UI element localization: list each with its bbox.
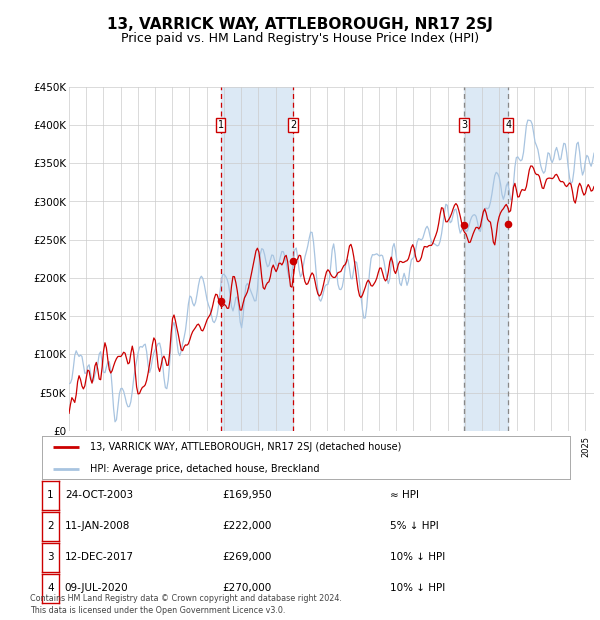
Text: ≈ HPI: ≈ HPI [390,490,419,500]
Text: 11-JAN-2008: 11-JAN-2008 [65,521,130,531]
Text: 13, VARRICK WAY, ATTLEBOROUGH, NR17 2SJ: 13, VARRICK WAY, ATTLEBOROUGH, NR17 2SJ [107,17,493,32]
Text: Contains HM Land Registry data © Crown copyright and database right 2024.
This d: Contains HM Land Registry data © Crown c… [30,594,342,615]
Text: HPI: Average price, detached house, Breckland: HPI: Average price, detached house, Brec… [89,464,319,474]
Text: 10% ↓ HPI: 10% ↓ HPI [390,552,445,562]
Text: £270,000: £270,000 [222,583,271,593]
Text: 24-OCT-2003: 24-OCT-2003 [65,490,133,500]
Text: 3: 3 [47,552,54,562]
Text: Price paid vs. HM Land Registry's House Price Index (HPI): Price paid vs. HM Land Registry's House … [121,32,479,45]
Text: 09-JUL-2020: 09-JUL-2020 [65,583,128,593]
Text: 13, VARRICK WAY, ATTLEBOROUGH, NR17 2SJ (detached house): 13, VARRICK WAY, ATTLEBOROUGH, NR17 2SJ … [89,443,401,453]
Bar [221,87,293,431]
Text: 1: 1 [47,490,54,500]
Text: £269,000: £269,000 [222,552,271,562]
Text: 10% ↓ HPI: 10% ↓ HPI [390,583,445,593]
Text: 2: 2 [290,120,296,130]
Text: 3: 3 [461,120,467,130]
Text: £222,000: £222,000 [222,521,271,531]
Bar [464,87,508,431]
Text: 12-DEC-2017: 12-DEC-2017 [65,552,134,562]
Text: 5% ↓ HPI: 5% ↓ HPI [390,521,439,531]
Text: £169,950: £169,950 [222,490,272,500]
Text: 4: 4 [505,120,511,130]
Text: 2: 2 [47,521,54,531]
Text: 4: 4 [47,583,54,593]
Text: 1: 1 [218,120,224,130]
